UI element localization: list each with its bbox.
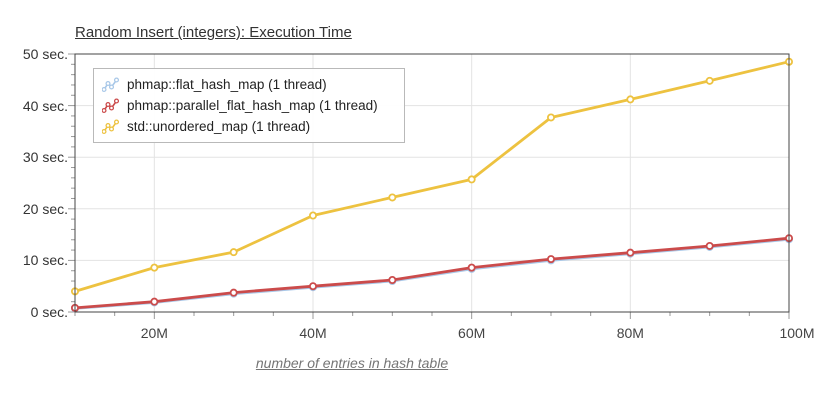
y-tick-label: 40 sec. [22,97,68,114]
series-marker [150,297,159,306]
x-tick-label: 100M [779,325,815,341]
series-marker [388,193,397,202]
series-marker [626,248,635,257]
series-marker [467,175,476,184]
series-marker [229,288,238,297]
series-line-1 [73,236,791,310]
legend-label: std::unordered_map (1 thread) [127,119,311,134]
y-tick-label: 0 sec. [30,304,68,320]
plot-frame [74,53,790,313]
series-marker [308,282,317,291]
series-marker [388,276,397,285]
series-marker [705,76,714,85]
x-tick-label: 40M [299,325,327,341]
legend-item: std::unordered_map (1 thread) [102,116,396,137]
x-tick-label: 60M [458,325,486,341]
series-marker [229,248,238,257]
series-marker [467,263,476,272]
legend-item: phmap::flat_hash_map (1 thread) [102,74,396,95]
series-marker [308,211,317,220]
series-line-icon [102,118,119,134]
series-line-2 [73,60,791,293]
legend: phmap::flat_hash_map (1 thread)phmap::pa… [93,68,405,143]
series-marker [150,263,159,272]
series-marker [626,95,635,104]
legend-item: phmap::parallel_flat_hash_map (1 thread) [102,95,396,116]
series-marker [547,255,556,264]
x-tick-label: 20M [140,325,168,341]
y-tick-label: 30 sec. [22,149,68,166]
series-line-icon [102,76,119,92]
y-tick-label: 20 sec. [22,200,68,217]
series-line-icon [102,97,119,113]
x-axis-title: number of entries in hash table [255,355,449,371]
x-tick-label: 80M [616,325,644,341]
series-marker [547,113,556,122]
y-tick-label: 50 sec. [22,46,68,62]
legend-label: phmap::flat_hash_map (1 thread) [127,77,327,92]
legend-label: phmap::parallel_flat_hash_map (1 thread) [127,98,378,113]
series-marker [705,241,714,250]
chart-title: Random Insert (integers): Execution Time [75,24,352,41]
y-tick-label: 10 sec. [22,252,68,269]
